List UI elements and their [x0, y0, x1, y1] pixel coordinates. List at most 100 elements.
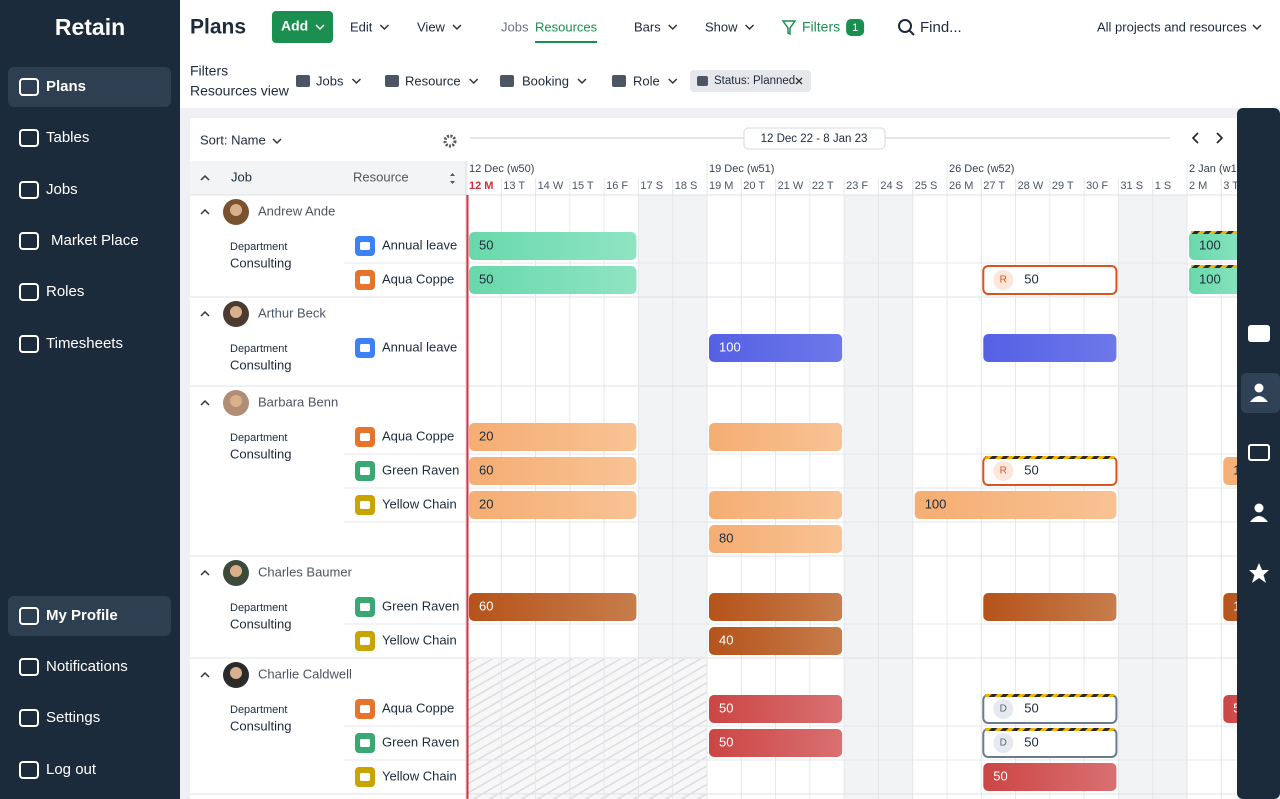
- settings-icon[interactable]: [443, 134, 457, 148]
- menu[interactable]: Edit: [350, 19, 373, 34]
- prev-arrow[interactable]: [1191, 132, 1199, 144]
- nav-item[interactable]: Notifications: [46, 658, 128, 675]
- booking-label: 50: [1024, 700, 1038, 715]
- rail-icon: [1250, 516, 1268, 522]
- booking-bar[interactable]: [983, 593, 1117, 621]
- nav-item[interactable]: My Profile: [46, 607, 118, 624]
- booking-bar[interactable]: [469, 491, 637, 519]
- filter-dropdown[interactable]: Resource: [405, 73, 461, 88]
- booking-bar[interactable]: [469, 457, 637, 485]
- tab[interactable]: Jobs: [501, 19, 529, 34]
- person-name[interactable]: Arthur Beck: [258, 305, 326, 320]
- booking-bar[interactable]: [469, 423, 637, 451]
- booking-bar[interactable]: [983, 334, 1117, 362]
- booking-bar[interactable]: [709, 491, 843, 519]
- chevron-icon: [1252, 24, 1262, 31]
- find-button[interactable]: Find...: [920, 19, 962, 36]
- chevron-icon: [200, 208, 210, 215]
- person-name[interactable]: Barbara Benn: [258, 394, 338, 409]
- rail-icon[interactable]: [1248, 444, 1270, 461]
- booking-bar[interactable]: [1223, 593, 1280, 621]
- status-chip[interactable]: [690, 70, 811, 92]
- nav-item[interactable]: Tables: [46, 129, 89, 146]
- chip-icon: [697, 76, 708, 86]
- resource-icon-glyph: [360, 344, 370, 352]
- week-label: 19 Dec (w51): [709, 163, 774, 175]
- add-button[interactable]: [272, 11, 333, 43]
- sidebar: [0, 0, 180, 799]
- person-name[interactable]: Andrew Ande: [258, 203, 335, 218]
- rail-icon[interactable]: [1249, 563, 1269, 583]
- tab-active[interactable]: Resources: [535, 19, 598, 34]
- resource-icon-glyph: [360, 705, 370, 713]
- nav-item[interactable]: Log out: [46, 761, 97, 778]
- resource-icon-glyph: [360, 501, 370, 509]
- filter-icon: [500, 75, 514, 87]
- filter-dropdown[interactable]: Role: [633, 73, 660, 88]
- booking-bar[interactable]: [1223, 695, 1280, 723]
- next-arrow[interactable]: [1216, 132, 1224, 144]
- booking-label: 50: [719, 700, 733, 715]
- booking-bar[interactable]: [709, 334, 843, 362]
- day-label: 15 T: [572, 180, 594, 192]
- booking-bar[interactable]: [982, 265, 1118, 295]
- person-name[interactable]: Charlie Caldwell: [258, 666, 352, 681]
- sort-select[interactable]: Sort: Name: [200, 132, 266, 147]
- booking-bar[interactable]: [1189, 266, 1254, 294]
- nav-item[interactable]: Roles: [46, 283, 84, 300]
- scope-select[interactable]: All projects and resources: [1097, 19, 1247, 34]
- chevron-icon: [452, 24, 462, 31]
- department: Consulting: [230, 446, 291, 461]
- filter-badge: [846, 19, 865, 36]
- chevron-icon: [200, 569, 210, 576]
- booking-bar[interactable]: [469, 232, 637, 260]
- filter-icon: [612, 75, 626, 87]
- person-name[interactable]: Charles Baumer: [258, 564, 353, 579]
- nav-item[interactable]: Jobs: [46, 181, 78, 198]
- menu[interactable]: Show: [705, 19, 738, 34]
- booking-bar[interactable]: [983, 763, 1117, 791]
- add-label[interactable]: Add: [281, 18, 308, 34]
- day-label: 23 F: [846, 180, 868, 192]
- rail-icon[interactable]: [1254, 383, 1264, 393]
- booking-bar[interactable]: [469, 266, 637, 294]
- booking-bar[interactable]: [709, 423, 843, 451]
- filter-icon: [385, 75, 399, 87]
- resource-name: Green Raven: [382, 598, 459, 613]
- booking-bar[interactable]: [709, 525, 843, 553]
- booking-bar[interactable]: [709, 729, 843, 757]
- filters-button[interactable]: Filters: [802, 19, 840, 35]
- range-pill[interactable]: [743, 127, 886, 150]
- booking-bar[interactable]: [914, 491, 1117, 519]
- day-label: 18 S: [675, 180, 698, 192]
- booking-bar[interactable]: [469, 593, 637, 621]
- booking-bar[interactable]: [709, 627, 843, 655]
- booking-bar[interactable]: [709, 695, 843, 723]
- chip-remove[interactable]: [795, 77, 803, 85]
- booking-label: 50: [479, 237, 493, 252]
- booking-label: 50: [1024, 734, 1038, 749]
- rail-icon[interactable]: [1248, 325, 1270, 342]
- nav-icon: [19, 232, 39, 250]
- filter-dropdown[interactable]: Jobs: [316, 73, 344, 88]
- column-header: Job: [231, 169, 252, 184]
- rail-icon: [1250, 396, 1268, 402]
- booking-label: 100: [925, 496, 947, 511]
- booking-bar[interactable]: [1223, 457, 1280, 485]
- avatar-face: [230, 306, 242, 318]
- menu[interactable]: View: [417, 19, 446, 34]
- nav-item[interactable]: Plans: [46, 78, 86, 95]
- nav-icon: [19, 78, 39, 96]
- rail-icon[interactable]: [1254, 503, 1264, 513]
- booking-bar[interactable]: [709, 593, 843, 621]
- nav-item[interactable]: Settings: [46, 709, 100, 726]
- booking-label: 20: [479, 496, 493, 511]
- week-label: 26 Dec (w52): [949, 163, 1014, 175]
- nav-item[interactable]: Market Place: [51, 232, 139, 249]
- timeline: 12 M 13 T 14 W 15 T 16 F 17 S 18 S 19 M 20 T 21 W…: [467, 161, 1280, 799]
- filter-dropdown[interactable]: Booking: [522, 73, 569, 88]
- nav-item[interactable]: Timesheets: [46, 335, 123, 352]
- booking-bar[interactable]: [1189, 232, 1254, 260]
- menu[interactable]: Bars: [634, 19, 661, 34]
